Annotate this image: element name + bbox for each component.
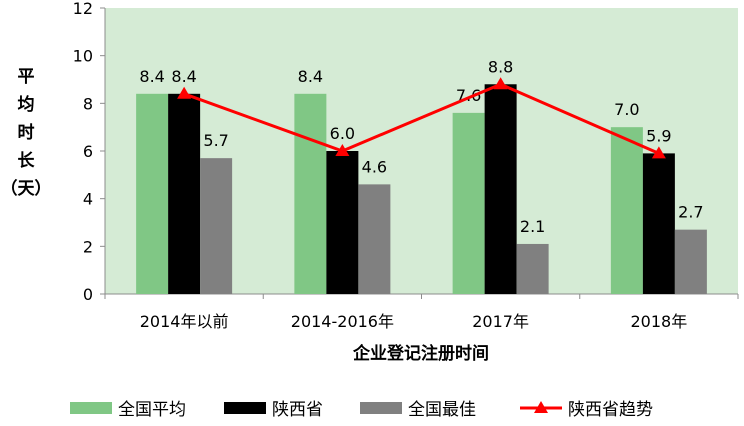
y-axis-title-line: 长	[18, 150, 36, 171]
y-axis-title-line: 时	[18, 123, 35, 143]
trend-marker	[651, 146, 666, 159]
y-axis-title-line: 均	[18, 94, 35, 115]
bar	[452, 112, 485, 294]
bar-value-label: 5.7	[203, 131, 228, 150]
bar-value-label: 7.0	[614, 100, 639, 119]
bar-value-label: 6.0	[330, 124, 355, 143]
bar-value-label: 8.4	[171, 67, 196, 86]
bar-value-label: 5.9	[646, 126, 671, 145]
y-tick-label: 4	[83, 190, 93, 209]
x-axis-tick-labels: 2014年以前 2014-2016年 2017年 2018年	[104, 294, 739, 331]
y-tick-label: 12	[73, 0, 93, 18]
y-tick-label: 0	[83, 285, 93, 304]
x-axis-title: 企业登记注册时间	[352, 343, 489, 364]
y-axis-title-line: （天）	[1, 178, 52, 199]
legend-label: 陕西省	[272, 400, 323, 420]
y-tick-label: 10	[73, 47, 93, 66]
bar-value-label: 8.4	[298, 67, 323, 86]
bar	[136, 93, 169, 294]
legend-item: 陕西省趋势	[520, 400, 653, 420]
y-axis-ticks: 0 2 4 6 8 10 12	[73, 0, 105, 304]
y-axis-title-line: 平	[18, 67, 35, 87]
trend-marker	[177, 86, 192, 99]
x-tick-label: 2014年以前	[140, 312, 229, 331]
legend-swatch	[360, 402, 402, 414]
bar	[358, 184, 391, 294]
legend-label: 全国最佳	[408, 400, 476, 420]
legend-swatch	[70, 402, 112, 414]
bar	[294, 93, 327, 294]
bars-group	[136, 84, 707, 295]
bar-value-label: 8.8	[488, 57, 513, 76]
x-tick-label: 2018年	[631, 312, 688, 331]
x-tick-label: 2017年	[472, 312, 529, 331]
legend: 全国平均 陕西省 全国最佳 陕西省趋势	[70, 400, 653, 420]
bar-value-label: 2.7	[678, 203, 703, 222]
legend-marker-swatch	[534, 401, 548, 413]
bar-value-label: 4.6	[362, 157, 387, 176]
bar	[168, 93, 201, 294]
legend-label: 全国平均	[118, 400, 186, 420]
legend-item: 全国平均	[70, 400, 186, 420]
y-tick-label: 6	[83, 142, 93, 161]
bar-labels-group: 8.4 8.47.67.08.46.08.85.95.74.62.12.7	[139, 57, 703, 236]
bar	[200, 158, 233, 294]
trend-marker	[493, 77, 508, 90]
y-tick-label: 8	[83, 94, 93, 113]
x-tick-label: 2014-2016年	[291, 312, 394, 331]
y-tick-label: 2	[83, 237, 93, 256]
legend-label: 陕西省趋势	[568, 400, 653, 420]
bar	[610, 127, 643, 295]
trend-line	[183, 82, 660, 155]
bar	[484, 84, 517, 295]
legend-item: 陕西省	[224, 400, 323, 420]
trend-marker	[335, 144, 350, 156]
bar-value-label: 8.4	[139, 67, 164, 86]
bar	[642, 153, 675, 294]
legend-swatch	[224, 402, 266, 414]
bar	[516, 243, 549, 294]
bar	[326, 151, 359, 294]
bar	[674, 229, 707, 294]
legend-item: 全国最佳	[360, 400, 476, 420]
y-axis-title: 平均时长 （天）	[1, 67, 52, 199]
trend-line-group	[177, 77, 666, 159]
bar-value-label: 2.1	[520, 217, 545, 236]
